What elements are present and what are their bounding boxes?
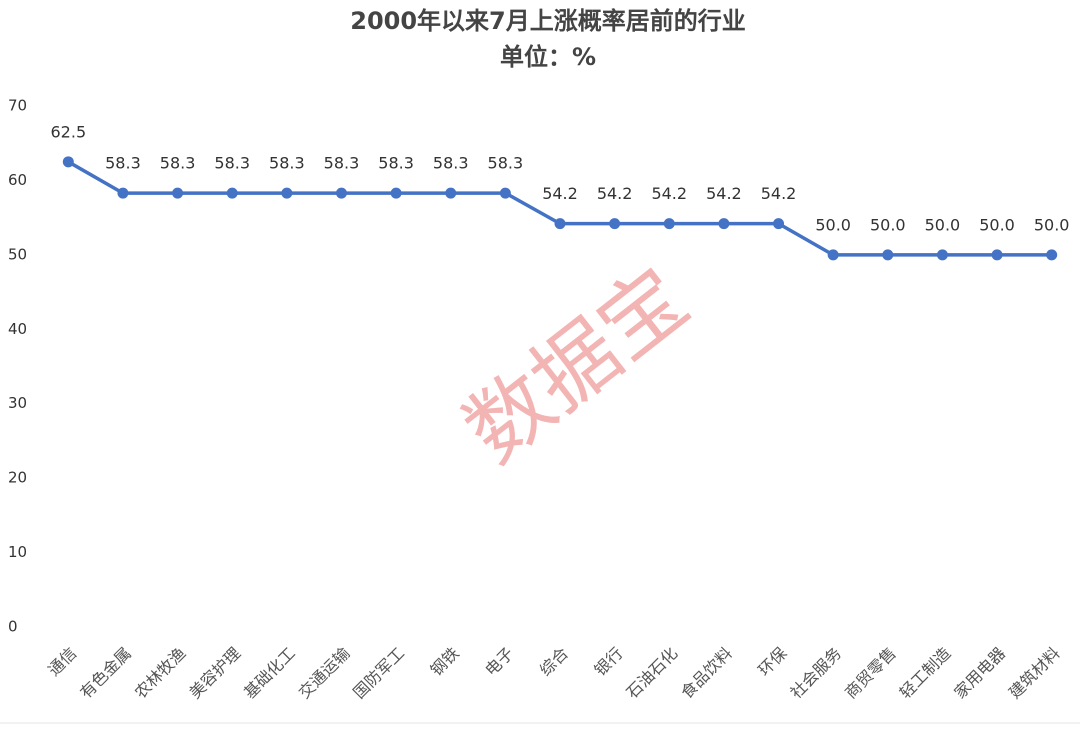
data-label: 54.2 — [542, 184, 578, 203]
data-label: 50.0 — [979, 215, 1015, 234]
point — [499, 187, 511, 199]
line — [67, 160, 1052, 257]
point — [773, 218, 785, 230]
data-label: 54.2 — [706, 184, 742, 203]
point — [117, 187, 129, 199]
point — [827, 249, 839, 261]
x-tick-label: 建筑材料 — [1005, 644, 1064, 703]
x-tick-label: 有色金属 — [76, 644, 135, 703]
data-label: 58.3 — [160, 154, 196, 173]
x-tick-label: 社会服务 — [786, 644, 845, 703]
point — [936, 249, 948, 261]
x-tick-label: 银行 — [591, 644, 627, 680]
y-tick-label: 30 — [8, 394, 27, 412]
data-label: 58.3 — [433, 154, 469, 173]
y-tick-label: 40 — [8, 320, 27, 338]
data-label: 50.0 — [815, 215, 851, 234]
chart-subtitle: 单位：% — [500, 43, 596, 71]
y-tick-label: 60 — [8, 171, 27, 189]
y-tick-label: 70 — [8, 97, 27, 115]
point — [62, 156, 74, 168]
data-label: 54.2 — [651, 184, 687, 203]
data-label: 62.5 — [51, 122, 87, 141]
y-tick-label: 10 — [8, 543, 27, 561]
point — [445, 187, 457, 199]
point — [609, 218, 621, 230]
data-label: 50.0 — [870, 215, 906, 234]
watermark: 数据宝 — [447, 249, 706, 481]
point — [663, 218, 675, 230]
point — [1046, 249, 1058, 261]
x-tick-label: 商贸零售 — [841, 644, 900, 703]
data-label: 54.2 — [597, 184, 633, 203]
point — [882, 249, 894, 261]
x-tick-label: 电子 — [481, 644, 517, 680]
data-label: 58.3 — [378, 154, 414, 173]
data-label: 50.0 — [925, 215, 961, 234]
point — [335, 187, 347, 199]
x-tick-label: 交通运输 — [295, 644, 354, 703]
point — [718, 218, 730, 230]
y-tick-label: 20 — [8, 469, 27, 487]
y-tick-label: 0 — [8, 618, 18, 636]
x-tick-label: 国防军工 — [349, 644, 408, 703]
point — [390, 187, 402, 199]
x-tick-label: 环保 — [754, 644, 790, 680]
x-tick-label: 石油石化 — [623, 644, 682, 703]
point — [554, 218, 566, 230]
x-tick-label: 食品饮料 — [677, 644, 736, 703]
x-tick-label: 通信 — [44, 644, 80, 680]
data-label: 58.3 — [324, 154, 360, 173]
chart-title: 2000年以来7月上涨概率居前的行业 — [350, 7, 746, 35]
point — [281, 187, 293, 199]
x-tick-label: 钢铁 — [427, 644, 463, 680]
x-tick-label: 农林牧渔 — [131, 644, 190, 703]
point — [991, 249, 1003, 261]
data-label: 54.2 — [761, 184, 797, 203]
point — [226, 187, 238, 199]
data-label: 58.3 — [488, 154, 524, 173]
x-tick-label: 美容护理 — [186, 644, 245, 703]
data-label: 50.0 — [1034, 215, 1070, 234]
data-label: 58.3 — [105, 154, 141, 173]
point — [172, 187, 184, 199]
x-tick-label: 基础化工 — [240, 644, 299, 703]
y-tick-label: 50 — [8, 245, 27, 263]
data-label: 58.3 — [269, 154, 305, 173]
x-tick-label: 轻工制造 — [896, 644, 955, 703]
data-label: 58.3 — [214, 154, 250, 173]
x-tick-label: 家用电器 — [950, 644, 1009, 703]
x-tick-label: 综合 — [536, 644, 572, 680]
